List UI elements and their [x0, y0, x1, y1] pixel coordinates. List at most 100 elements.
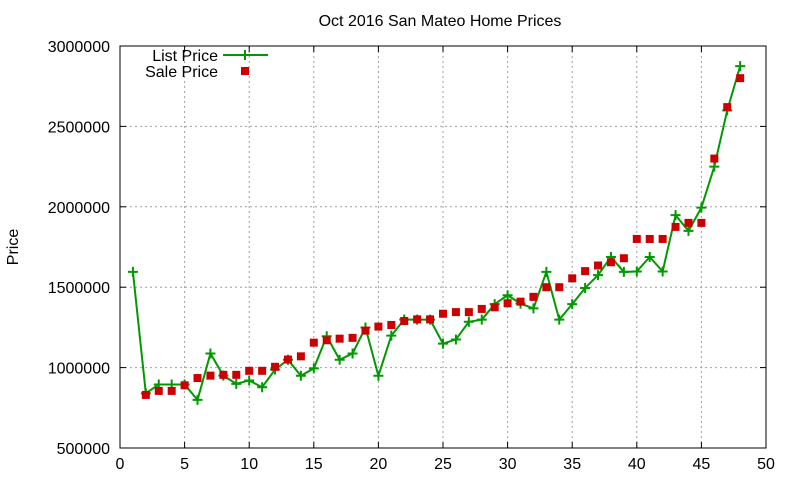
- x-tick-label: 45: [693, 456, 711, 473]
- list-price-point: [308, 363, 319, 374]
- y-axis-label: Price: [5, 229, 22, 266]
- list-price-point: [735, 61, 746, 72]
- sale-price-point: [451, 308, 460, 317]
- sale-price-point: [516, 297, 525, 306]
- grid: [120, 46, 766, 448]
- y-tick-label: 2000000: [48, 200, 110, 217]
- y-tick-label: 1500000: [48, 280, 110, 297]
- sale-price-point: [658, 234, 667, 243]
- list-price-line: [131, 65, 742, 403]
- list-price-point: [334, 354, 345, 365]
- legend-label-sale-price: Sale Price: [145, 64, 218, 81]
- sale-price-point: [426, 315, 435, 324]
- list-price-point: [347, 348, 358, 359]
- list-price-point: [541, 266, 552, 277]
- sale-price-point: [710, 154, 719, 163]
- sale-price-series: [141, 74, 745, 399]
- legend-marker-list-price: [240, 50, 250, 60]
- list-price-series: [127, 61, 746, 405]
- sale-price-point: [141, 390, 150, 399]
- list-price-point: [231, 378, 242, 389]
- list-price-point: [528, 303, 539, 314]
- sale-price-point: [581, 267, 590, 276]
- sale-price-point: [219, 370, 228, 379]
- x-tick-label: 5: [180, 456, 189, 473]
- list-price-point: [257, 382, 268, 393]
- list-price-point: [450, 334, 461, 345]
- list-price-point: [657, 266, 668, 277]
- sale-price-point: [322, 336, 331, 345]
- sale-price-point: [154, 386, 163, 395]
- list-price-point: [580, 283, 591, 294]
- sale-price-point: [296, 352, 305, 361]
- axes: 0 5 10 15 20 25 30 35 40 45 50 500000 1000000 1500000…: [48, 39, 775, 473]
- x-tick-label: 30: [499, 456, 517, 473]
- list-price-point: [618, 266, 629, 277]
- x-tick-label: 0: [116, 456, 125, 473]
- list-price-point: [644, 251, 655, 262]
- list-price-point: [463, 316, 474, 327]
- sale-price-point: [503, 299, 512, 308]
- list-price-point: [567, 299, 578, 310]
- sale-price-point: [619, 254, 628, 263]
- list-price-point: [554, 314, 565, 325]
- list-price-point: [683, 225, 694, 236]
- list-price-point: [696, 202, 707, 213]
- sale-price-point: [167, 386, 176, 395]
- list-price-point: [386, 330, 397, 341]
- series: [127, 61, 746, 405]
- sale-price-point: [464, 308, 473, 317]
- sale-price-point: [632, 234, 641, 243]
- sale-price-point: [232, 370, 241, 379]
- list-price-point: [631, 266, 642, 277]
- list-price-point: [709, 161, 720, 172]
- sale-price-point: [439, 309, 447, 318]
- y-tick-label: 3000000: [48, 39, 110, 56]
- sale-price-point: [697, 218, 706, 227]
- sale-price-point: [490, 303, 499, 312]
- x-tick-label: 20: [370, 456, 388, 473]
- sale-price-point: [283, 355, 292, 364]
- x-tick-label: 25: [434, 456, 452, 473]
- sale-price-point: [309, 338, 318, 347]
- list-price-point: [295, 370, 306, 381]
- sale-price-point: [645, 234, 654, 243]
- list-price-point: [205, 348, 216, 359]
- sale-price-point: [258, 366, 267, 375]
- sale-price-point: [335, 334, 344, 343]
- sale-price-point: [568, 274, 577, 283]
- sale-price-point: [606, 258, 615, 267]
- sale-price-point: [413, 315, 422, 324]
- y-tick-label: 500000: [57, 441, 110, 458]
- sale-price-point: [245, 366, 254, 375]
- sale-price-point: [684, 218, 693, 227]
- sale-price-point: [361, 326, 370, 335]
- sale-price-point: [477, 304, 486, 313]
- x-tick-label: 40: [628, 456, 646, 473]
- sale-price-point: [671, 222, 680, 231]
- sale-price-point: [180, 381, 189, 390]
- sale-price-point: [193, 374, 202, 383]
- x-tick-label: 15: [305, 456, 323, 473]
- list-price-point: [593, 270, 604, 281]
- legend-label-list-price: List Price: [152, 48, 218, 65]
- sale-price-point: [529, 292, 538, 301]
- y-tick-label: 1000000: [48, 361, 110, 378]
- sale-price-point: [723, 103, 732, 112]
- list-price-point: [502, 290, 513, 301]
- sale-price-point: [206, 371, 215, 380]
- sale-price-point: [374, 322, 383, 331]
- list-price-point: [670, 210, 681, 221]
- sale-price-point: [348, 333, 357, 342]
- list-price-point: [476, 314, 487, 325]
- legend-marker-sale-price: [241, 67, 249, 75]
- x-tick-label: 35: [563, 456, 581, 473]
- x-tick-label: 50: [757, 456, 775, 473]
- list-price-point: [192, 394, 203, 405]
- sale-price-point: [271, 362, 280, 371]
- sale-price-point: [400, 316, 409, 325]
- sale-price-point: [555, 283, 564, 292]
